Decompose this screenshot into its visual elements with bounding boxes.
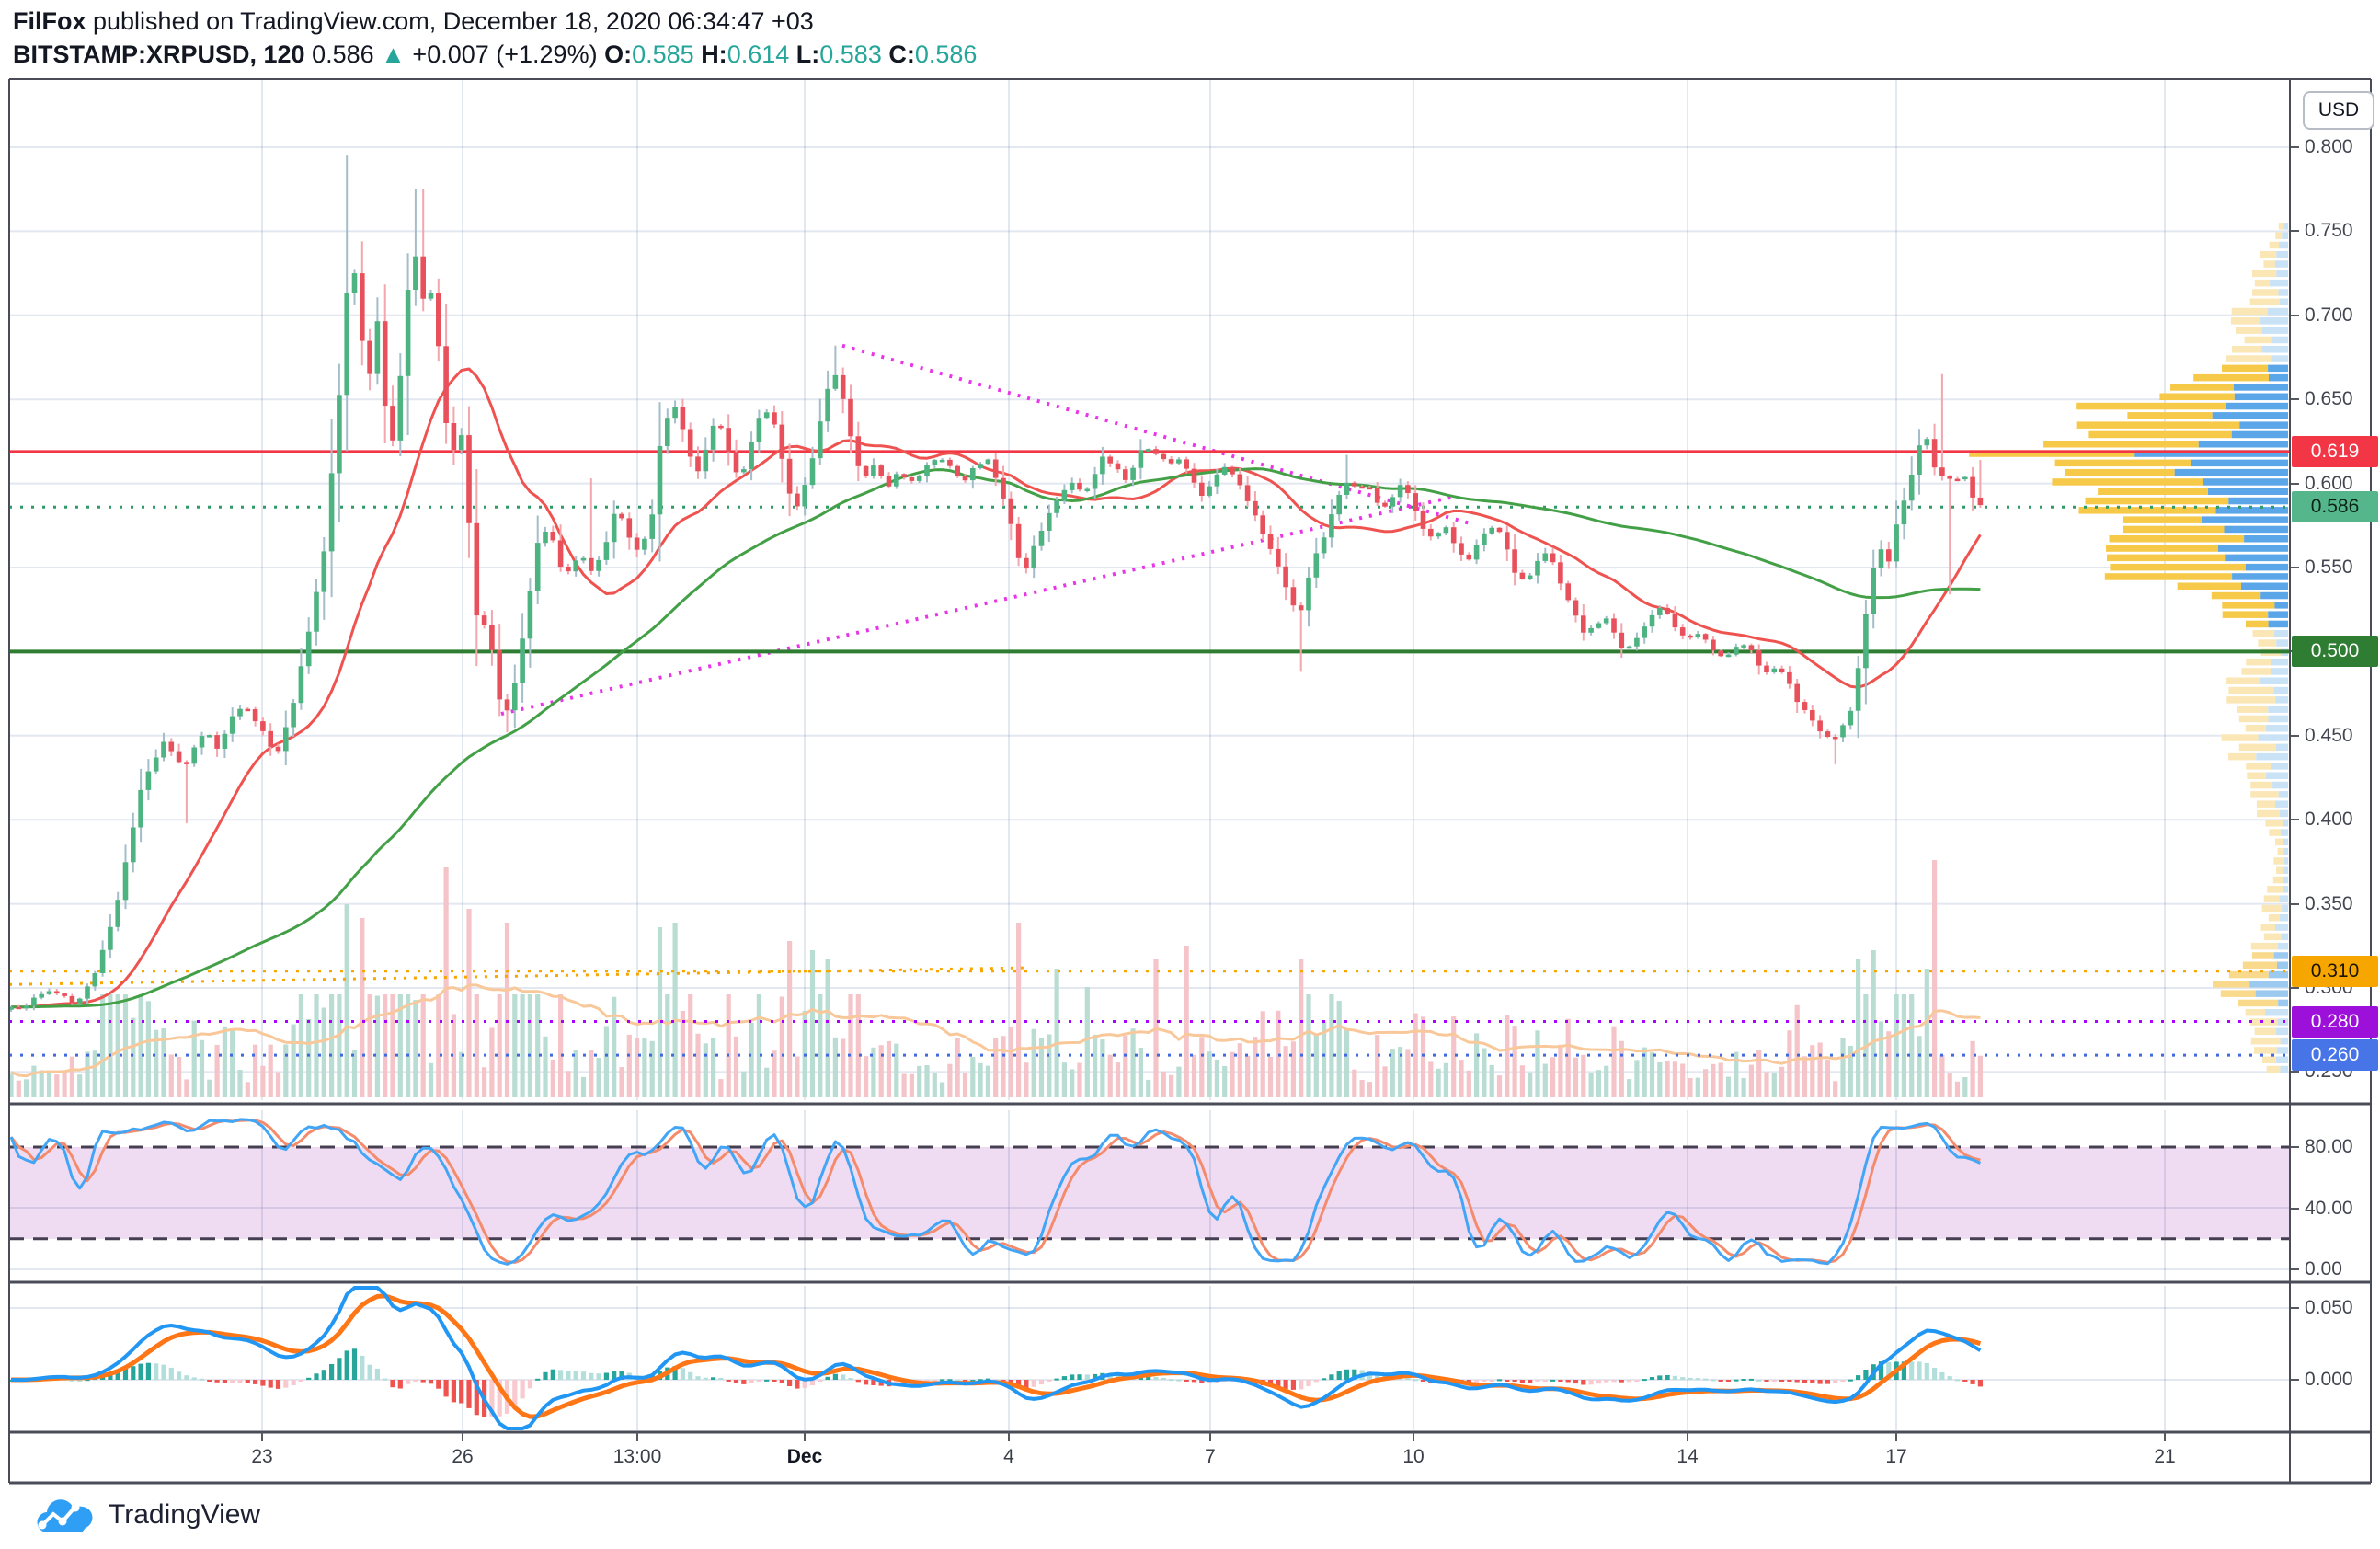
price-axis-tick-0.550: 0.550 bbox=[2305, 556, 2353, 578]
time-axis-label-13:00[interactable]: 13:00 bbox=[612, 1446, 662, 1467]
high-label: H: bbox=[701, 40, 727, 68]
price-tag-0.280[interactable]: 0.280 bbox=[2292, 1005, 2378, 1038]
price-axis-tickmark bbox=[2291, 567, 2299, 568]
price-tag-0.310[interactable]: 0.310 bbox=[2292, 955, 2378, 987]
tradingview-cloud-icon bbox=[37, 1499, 93, 1533]
price-axis-tick-0.400: 0.400 bbox=[2305, 809, 2353, 831]
price-axis-tick-0.750: 0.750 bbox=[2305, 220, 2353, 242]
price-axis-tick-0.350: 0.350 bbox=[2305, 892, 2353, 914]
time-axis-label-26[interactable]: 26 bbox=[452, 1446, 474, 1467]
time-axis-label-23[interactable]: 23 bbox=[251, 1446, 273, 1467]
time-axis-label-Dec[interactable]: Dec bbox=[786, 1446, 823, 1467]
stoch-axis-tickmark bbox=[2291, 1268, 2299, 1270]
time-axis-label-14[interactable]: 14 bbox=[1676, 1446, 1699, 1467]
tradingview-logo-text: TradingView bbox=[109, 1499, 261, 1530]
low-value: 0.583 bbox=[819, 40, 882, 68]
macd-axis-tickmark bbox=[2291, 1307, 2299, 1309]
price-axis-tickmark bbox=[2291, 146, 2299, 148]
tradingview-watermark[interactable]: TradingView bbox=[35, 1494, 260, 1536]
stoch-axis-tick-80.00: 80.00 bbox=[2305, 1136, 2353, 1157]
stoch-axis-tick-0.00: 0.00 bbox=[2305, 1258, 2342, 1279]
price-axis-tick-0.700: 0.700 bbox=[2305, 304, 2353, 326]
open-value: 0.585 bbox=[632, 40, 694, 68]
price-axis-tickmark bbox=[2291, 1071, 2299, 1073]
open-label: O: bbox=[604, 40, 633, 68]
price-tag-0.586[interactable]: 0.586 bbox=[2292, 491, 2378, 523]
symbol-header: BITSTAMP:XRPUSD, 120 0.586 ▲ +0.007 (+1.… bbox=[13, 40, 977, 69]
price-tag-0.500[interactable]: 0.500 bbox=[2292, 636, 2378, 668]
price-axis-tickmark bbox=[2291, 482, 2299, 485]
price-axis-tickmark bbox=[2291, 314, 2299, 316]
macd-axis-tick-0.000: 0.000 bbox=[2305, 1369, 2353, 1390]
up-arrow-icon: ▲ bbox=[381, 40, 406, 68]
price-tag-0.619[interactable]: 0.619 bbox=[2292, 435, 2378, 467]
price-axis-tickmark bbox=[2291, 987, 2299, 989]
publish-info: published on TradingView.com, December 1… bbox=[86, 7, 814, 35]
time-axis-label-21[interactable]: 21 bbox=[2154, 1446, 2176, 1467]
price-axis-tick-0.800: 0.800 bbox=[2305, 136, 2353, 157]
publisher-name: FilFox bbox=[13, 7, 86, 35]
publish-header: FilFox published on TradingView.com, Dec… bbox=[13, 7, 814, 36]
price-tag-0.260[interactable]: 0.260 bbox=[2292, 1039, 2378, 1072]
time-axis-label-17[interactable]: 17 bbox=[1885, 1446, 1907, 1467]
macd-axis-tickmark bbox=[2291, 1379, 2299, 1381]
price-axis-tick-0.600: 0.600 bbox=[2305, 472, 2353, 494]
price-axis-tickmark bbox=[2291, 734, 2299, 737]
price-axis-tickmark bbox=[2291, 819, 2299, 821]
time-axis-label-4[interactable]: 4 bbox=[1003, 1446, 1014, 1467]
time-axis-label-7[interactable]: 7 bbox=[1205, 1446, 1216, 1467]
stoch-axis-tickmark bbox=[2291, 1146, 2299, 1148]
price-axis-tickmark bbox=[2291, 902, 2299, 905]
close-label: C: bbox=[888, 40, 915, 68]
close-value: 0.586 bbox=[914, 40, 978, 68]
price-change: +0.007 (+1.29%) bbox=[412, 40, 598, 68]
price-axis-tickmark bbox=[2291, 230, 2299, 233]
price-axis-tick-0.450: 0.450 bbox=[2305, 724, 2353, 746]
last-price: 0.586 bbox=[312, 40, 374, 68]
high-value: 0.614 bbox=[727, 40, 790, 68]
stoch-axis-tick-40.00: 40.00 bbox=[2305, 1197, 2353, 1219]
price-axis-tickmark bbox=[2291, 398, 2299, 401]
low-label: L: bbox=[795, 40, 820, 68]
stoch-axis-tickmark bbox=[2291, 1207, 2299, 1210]
currency-toggle-button[interactable]: USD bbox=[2303, 91, 2374, 130]
symbol-title[interactable]: BITSTAMP:XRPUSD, 120 bbox=[13, 40, 305, 68]
price-axis-tick-0.650: 0.650 bbox=[2305, 388, 2353, 410]
time-axis-label-10[interactable]: 10 bbox=[1402, 1446, 1425, 1467]
macd-axis-tick-0.050: 0.050 bbox=[2305, 1297, 2353, 1318]
